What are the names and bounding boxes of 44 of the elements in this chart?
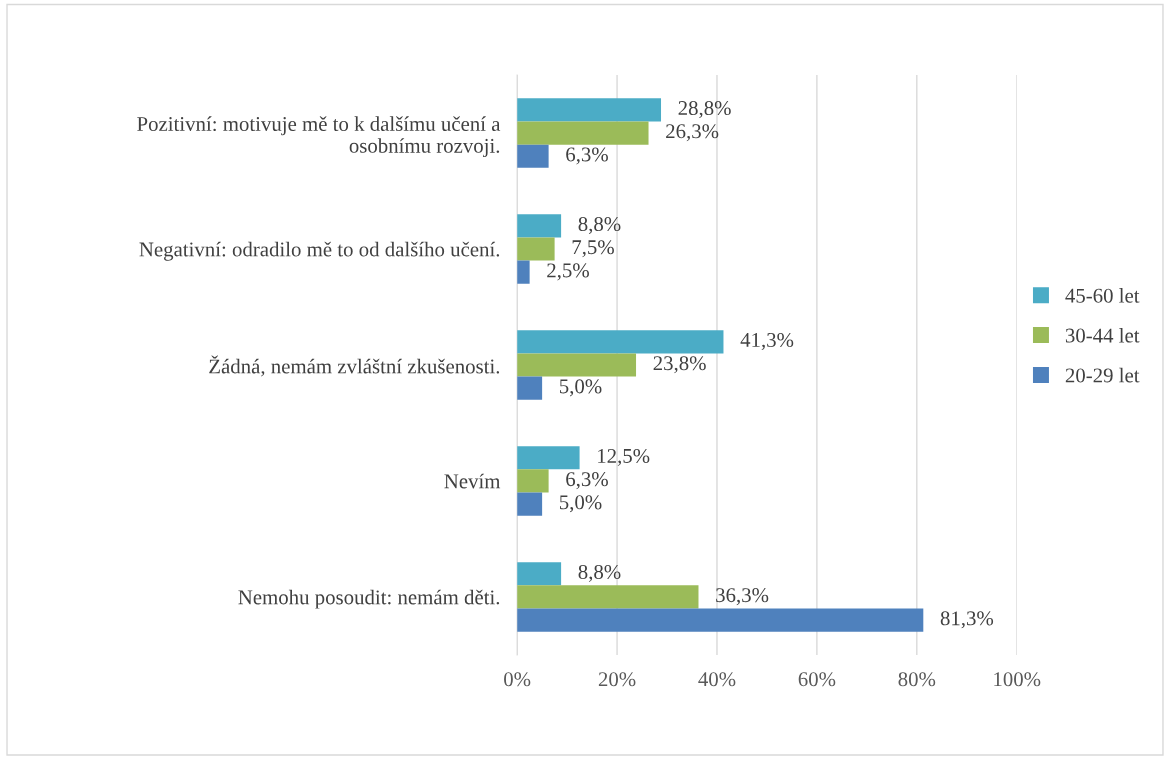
data-label: 6,3% (566, 472, 608, 490)
data-label: 26,3% (666, 124, 719, 142)
data-label: 2,5% (547, 263, 589, 281)
bar (517, 376, 543, 400)
bar (517, 214, 562, 238)
legend-label: 30-44 let (1065, 327, 1140, 343)
data-label: 6,3% (566, 147, 608, 165)
bar (517, 585, 699, 609)
data-label: 5,0% (560, 495, 602, 513)
data-label: 8,8% (578, 216, 621, 235)
data-label: 41,3% (740, 332, 794, 350)
y-tick-label: Negativní: odradilo mě to od dalšího učení. (139, 241, 500, 261)
data-label: 81,3% (940, 611, 994, 629)
data-label: 5,0% (560, 379, 602, 397)
data-label: 8,8% (578, 564, 621, 582)
x-tick-label: 100% (994, 672, 1041, 687)
bar (517, 469, 549, 493)
x-tick-label: 60% (798, 672, 836, 687)
bar (517, 260, 530, 284)
bar (517, 98, 662, 122)
data-label: 23,8% (653, 356, 706, 374)
x-tick-label: 0% (504, 672, 531, 687)
bar (517, 353, 637, 377)
bar (517, 446, 580, 470)
bar (517, 608, 924, 632)
legend-label: 45-60 let (1065, 288, 1140, 303)
y-tick-label: Žádná, nemám zvláštní zkušenosti. (209, 355, 500, 377)
data-label: 36,3% (716, 588, 769, 606)
x-tick-label: 20% (598, 672, 636, 687)
bar (517, 562, 562, 586)
y-tick-label: Pozitivní: motivuje mě to k dalšímu učení a osobnímu rozvoji. (137, 116, 501, 158)
data-label: 28,8% (678, 100, 731, 119)
y-tick-label: Nevím (444, 473, 501, 489)
bar (517, 121, 649, 145)
bar (517, 492, 543, 516)
x-tick-label: 80% (898, 672, 936, 687)
x-tick-label: 40% (698, 672, 736, 687)
y-tick-label: Nemohu posoudit: nemám děti. (238, 589, 500, 609)
bar (517, 237, 555, 261)
data-label: 12,5% (598, 448, 650, 466)
data-label: 7,5% (572, 240, 614, 258)
bar (517, 144, 549, 168)
bar (517, 330, 724, 354)
legend-label: 20-29 let (1065, 367, 1140, 383)
